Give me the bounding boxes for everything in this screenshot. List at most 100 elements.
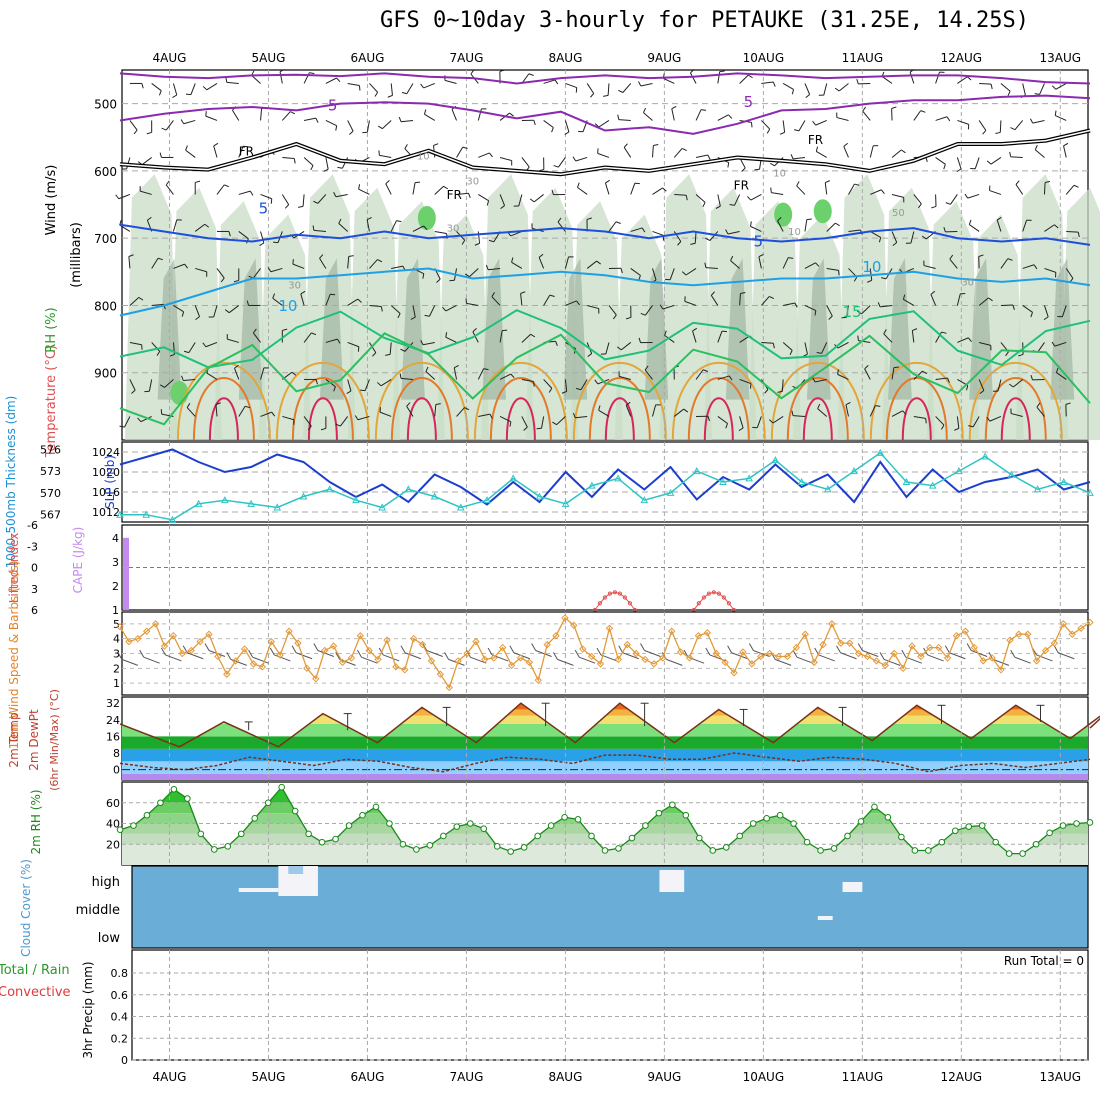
temp-contour-warm — [770, 361, 865, 441]
date-label-top: 9AUG — [647, 51, 681, 65]
wind-barb — [586, 83, 595, 94]
wind10m-marker — [418, 640, 427, 649]
wind-barb-flag — [400, 348, 406, 352]
wind10m-marker — [837, 639, 845, 647]
wind-barb-flag — [489, 152, 493, 158]
wind-barb — [140, 190, 152, 195]
wind-barb — [891, 367, 895, 380]
wind10m-marker — [329, 642, 338, 650]
wind-barb — [891, 231, 898, 243]
wind10m-marker — [792, 643, 801, 652]
cape-tick-label: 2 — [112, 580, 119, 593]
wind10m-marker — [614, 655, 623, 664]
temp-contour-warm — [901, 397, 932, 441]
wind-barb-flag — [319, 254, 324, 259]
wind-barb-flag — [750, 122, 753, 128]
wind-barb — [533, 194, 544, 203]
wind-barb-flag — [557, 217, 562, 223]
wind-barb — [303, 416, 312, 427]
wind-barb-flag — [320, 427, 327, 431]
temp-minmax-axis-label: (6hr Min/Max) (°C) — [48, 689, 61, 791]
li-tick-label: 3 — [31, 583, 38, 596]
wind-barb — [520, 293, 523, 306]
temp-contour-10C — [119, 267, 1091, 317]
wind-barb — [869, 405, 876, 417]
slp-tick-label: 1024 — [92, 446, 120, 459]
wind-barb-flag — [267, 267, 272, 273]
wind-barb-flag — [224, 309, 230, 314]
thickness-marker — [509, 474, 518, 482]
wind10m-marker — [961, 627, 970, 635]
thickness-marker — [352, 496, 360, 504]
wind-barb-flag — [335, 423, 341, 427]
wind-barb-flag — [943, 226, 946, 233]
rh-marker — [951, 827, 959, 835]
wind-barb-flag — [590, 93, 595, 98]
wind-barb — [216, 268, 225, 279]
wind-barb-flag — [750, 221, 752, 227]
wind10m-barb — [840, 652, 857, 660]
wind-barb-flag — [864, 365, 869, 370]
wind-barb — [282, 156, 295, 159]
rh-marker — [211, 846, 218, 853]
wind-barb — [456, 192, 469, 195]
wind-barb-flag — [1007, 258, 1013, 261]
wind-barb-flag — [549, 294, 555, 297]
wind-barb — [347, 379, 352, 392]
wind-barb — [1065, 184, 1075, 195]
wind-barb-flag — [551, 127, 554, 133]
wind-barb — [652, 230, 664, 237]
wind-barb-flag — [692, 327, 698, 332]
thickness-marker — [456, 503, 465, 511]
wind10m-barb-flag — [792, 649, 798, 658]
wind-barb-flag — [715, 205, 721, 209]
wind-barb — [564, 256, 569, 269]
wind-barb-flag — [956, 168, 962, 173]
wind-barb-flag — [157, 257, 163, 261]
wind-barb-flag — [333, 192, 337, 197]
wind-barb-flag — [875, 405, 881, 407]
wind10m-barb-flag — [857, 643, 863, 651]
wind-barb — [499, 156, 512, 162]
wind-barb-flag — [180, 119, 185, 125]
wind-barb — [761, 81, 774, 84]
freezing-level-label: FR — [808, 133, 823, 147]
wind-barb-flag — [483, 368, 489, 371]
wind-barb — [499, 373, 512, 380]
wind-barb — [848, 229, 861, 232]
wind-barb-flag — [777, 217, 782, 222]
wind-barb-flag — [224, 184, 230, 188]
wind-barb-flag — [683, 408, 689, 413]
wind-barb — [477, 368, 485, 380]
wind-barb — [990, 157, 1002, 165]
wind10m-barb — [731, 652, 748, 660]
wind-barb-flag — [1063, 142, 1069, 147]
wind-barb — [694, 231, 697, 244]
wind-barb — [771, 192, 784, 195]
wind-barb-flag — [131, 389, 136, 394]
wind-barb — [118, 193, 131, 200]
wind-barb — [848, 183, 855, 195]
wind-barb — [1013, 379, 1024, 388]
wind10m-barb — [970, 650, 988, 657]
wind-barb — [347, 256, 350, 269]
thickness-marker — [194, 499, 203, 507]
wind-barb-flag — [401, 91, 407, 95]
wind-barb — [366, 120, 370, 133]
rh-contour-label: 10 — [773, 168, 786, 179]
wind-barb — [183, 378, 196, 381]
wind-barb-flag — [704, 262, 707, 268]
rh-marker — [534, 832, 541, 840]
temp-fill-band — [122, 715, 1088, 724]
wind-barb-flag — [640, 312, 646, 316]
rh-shade-dark — [401, 258, 425, 400]
rh-marker — [359, 811, 366, 819]
precip-tick-label: 0.2 — [111, 1032, 129, 1045]
wind10m-marker — [712, 649, 720, 658]
wind-barb — [140, 416, 152, 423]
rh-marker — [682, 811, 690, 819]
wind-barb — [930, 294, 937, 306]
wind-barb — [608, 221, 617, 232]
wind-barb — [389, 342, 392, 355]
rh-marker — [669, 801, 676, 809]
